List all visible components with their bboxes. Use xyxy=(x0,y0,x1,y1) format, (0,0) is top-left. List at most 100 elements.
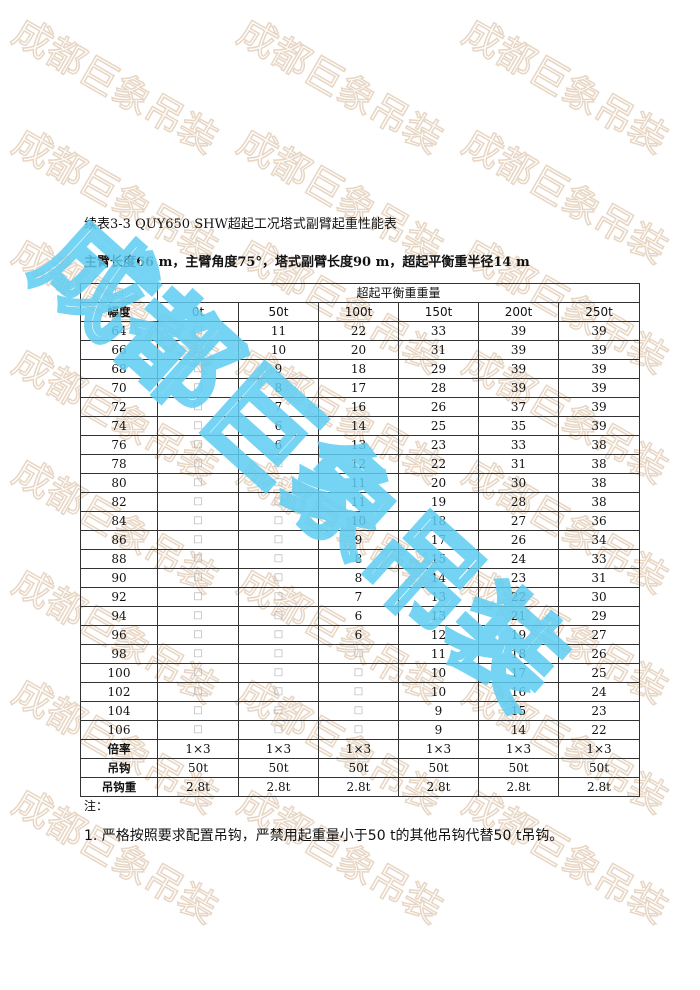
watermark-text: 成都巨象吊装 xyxy=(231,780,450,932)
capacity-cell: □ xyxy=(157,378,239,398)
capacity-cell: 17 xyxy=(398,530,479,550)
table-row: 88 □ □ 8 15 24 33 xyxy=(80,549,640,569)
capacity-cell: □ xyxy=(238,701,319,721)
capacity-cell: 36 xyxy=(558,511,640,531)
radius-cell: 96 xyxy=(80,625,158,645)
capacity-cell: 21 xyxy=(478,606,559,626)
capacity-cell: □ xyxy=(238,663,319,683)
radius-cell: 82 xyxy=(80,492,158,512)
capacity-cell: 1×3 xyxy=(398,739,479,759)
radius-cell: 98 xyxy=(80,644,158,664)
capacity-cell: 30 xyxy=(558,587,640,607)
column-header: 200t xyxy=(478,302,559,322)
capacity-cell: 35 xyxy=(478,416,559,436)
capacity-cell: 39 xyxy=(558,359,640,379)
radius-cell: 70 xyxy=(80,378,158,398)
capacity-cell: □ xyxy=(238,530,319,550)
capacity-cell: 38 xyxy=(558,473,640,493)
table-row: 90 □ □ 8 14 23 31 xyxy=(80,568,640,588)
watermark-text: 成都巨象吊装 xyxy=(6,780,225,932)
capacity-cell: □ xyxy=(157,644,239,664)
radius-cell: 68 xyxy=(80,359,158,379)
capacity-cell: 39 xyxy=(478,359,559,379)
table-row: 82 □ □ 11 19 28 38 xyxy=(80,492,640,512)
capacity-cell: 26 xyxy=(558,644,640,664)
capacity-cell: 23 xyxy=(478,568,559,588)
radius-cell: 64 xyxy=(80,321,158,341)
capacity-cell: 1×3 xyxy=(558,739,640,759)
radius-cell: 90 xyxy=(80,568,158,588)
capacity-cell: 31 xyxy=(478,454,559,474)
table-row: 76 □ 6 13 23 33 38 xyxy=(80,435,640,455)
capacity-cell: 22 xyxy=(558,720,640,740)
table-row: 86 □ □ 9 17 26 34 xyxy=(80,530,640,550)
capacity-cell: 15 xyxy=(478,701,559,721)
capacity-cell: 1×3 xyxy=(478,739,559,759)
capacity-cell: 19 xyxy=(478,625,559,645)
capacity-cell: 2.8t xyxy=(238,777,319,797)
radius-cell: 80 xyxy=(80,473,158,493)
capacity-cell: 12 xyxy=(318,454,399,474)
capacity-cell: □ xyxy=(238,549,319,569)
column-header-row: 幅度 0t 50t 100t 150t 200t 250t xyxy=(80,302,640,322)
capacity-cell: 22 xyxy=(478,587,559,607)
watermark-text: 成都巨象吊装 xyxy=(456,780,675,932)
capacity-cell: □ xyxy=(157,549,239,569)
capacity-cell: 26 xyxy=(398,397,479,417)
capacity-cell: □ xyxy=(238,644,319,664)
capacity-cell: 29 xyxy=(558,606,640,626)
capacity-cell: □ xyxy=(157,606,239,626)
capacity-cell: □ xyxy=(157,321,239,341)
capacity-cell: □ xyxy=(157,473,239,493)
table-row: 94 □ □ 6 13 21 29 xyxy=(80,606,640,626)
table-row: 100 □ □ □ 10 17 25 xyxy=(80,663,640,683)
capacity-cell: 39 xyxy=(558,397,640,417)
capacity-cell: 8 xyxy=(318,568,399,588)
capacity-cell: 50t xyxy=(398,758,479,778)
capacity-cell: □ xyxy=(157,587,239,607)
capacity-cell: 17 xyxy=(478,663,559,683)
capacity-cell: 25 xyxy=(398,416,479,436)
capacity-cell: 16 xyxy=(478,682,559,702)
capacity-cell: □ xyxy=(157,511,239,531)
capacity-cell: □ xyxy=(318,720,399,740)
capacity-cell: 14 xyxy=(318,416,399,436)
capacity-cell: 2.8t xyxy=(398,777,479,797)
radius-cell: 92 xyxy=(80,587,158,607)
capacity-cell: □ xyxy=(238,625,319,645)
capacity-cell: 8 xyxy=(318,549,399,569)
capacity-cell: □ xyxy=(157,359,239,379)
row-label: 吊钩 xyxy=(80,758,158,778)
row-header: 幅度 xyxy=(80,302,158,322)
capacity-cell: 1×3 xyxy=(318,739,399,759)
capacity-cell: 11 xyxy=(398,644,479,664)
capacity-cell: 19 xyxy=(398,492,479,512)
column-header: 50t xyxy=(238,302,319,322)
capacity-cell: 14 xyxy=(478,720,559,740)
capacity-cell: 2.8t xyxy=(318,777,399,797)
capacity-cell: □ xyxy=(157,397,239,417)
capacity-cell: □ xyxy=(238,454,319,474)
capacity-cell: 22 xyxy=(318,321,399,341)
note-item: 1. 严格按照要求配置吊钩，严禁用起重量小于50 t的其他吊钩代替50 t吊钩。 xyxy=(84,828,564,844)
table-row: 104 □ □ □ 9 15 23 xyxy=(80,701,640,721)
capacity-cell: 34 xyxy=(558,530,640,550)
row-label: 倍率 xyxy=(80,739,158,759)
capacity-cell: 18 xyxy=(318,359,399,379)
capacity-cell: 29 xyxy=(398,359,479,379)
capacity-cell: 39 xyxy=(478,378,559,398)
capacity-cell: 39 xyxy=(558,321,640,341)
capacity-cell: □ xyxy=(238,606,319,626)
watermark-text: 成都巨象吊装 xyxy=(456,10,675,162)
capacity-cell: 30 xyxy=(478,473,559,493)
footer-row: 吊钩重 2.8t 2.8t 2.8t 2.8t 2.8t 2.8t xyxy=(80,777,640,797)
capacity-cell: □ xyxy=(157,435,239,455)
table-row: 64 □ 11 22 33 39 39 xyxy=(80,321,640,341)
footer-row: 吊钩 50t 50t 50t 50t 50t 50t xyxy=(80,758,640,778)
capacity-cell: 11 xyxy=(318,473,399,493)
group-header: 超起平衡重重量 xyxy=(157,283,640,303)
radius-cell: 94 xyxy=(80,606,158,626)
table-subtitle: 主臂长度66 m，主臂角度75°，塔式副臂长度90 m，超起平衡重半径14 m xyxy=(84,255,530,270)
table-row: 92 □ □ 7 13 22 30 xyxy=(80,587,640,607)
capacity-cell: □ xyxy=(157,625,239,645)
